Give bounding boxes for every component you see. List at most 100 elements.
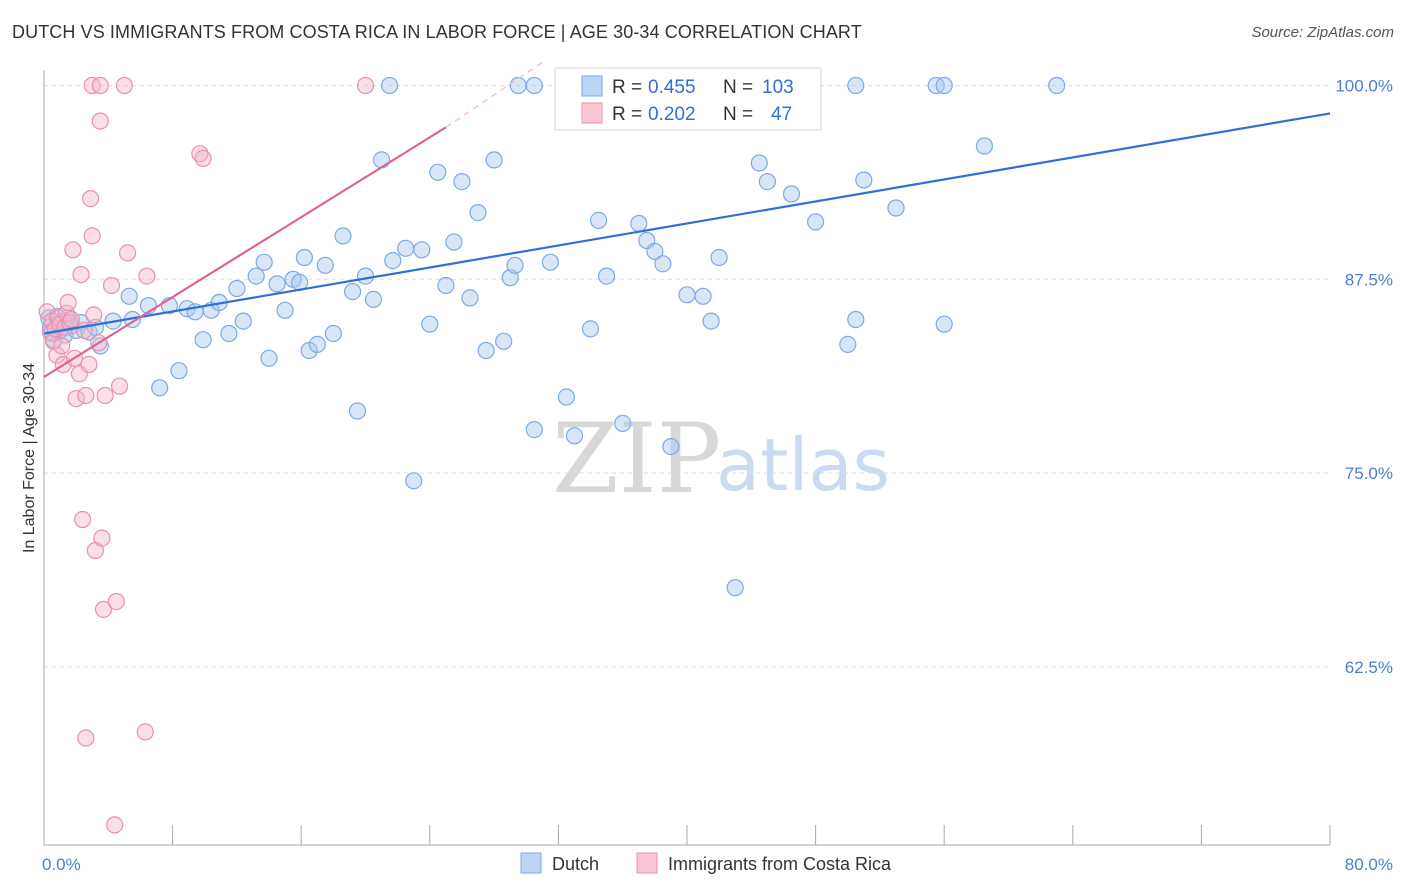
costa-rica-trend-extension (445, 61, 543, 128)
correlation-legend: R = 0.455 N = 103 R = 0.202 N = 47 (554, 67, 822, 131)
trend-lines (43, 61, 1331, 378)
costa-rica-point (49, 309, 68, 327)
dutch-point (120, 287, 138, 305)
dutch-point (268, 275, 286, 293)
dutch-point (758, 173, 777, 191)
dutch-point (935, 76, 953, 95)
dutch-point (525, 76, 543, 95)
dutch-points (40, 76, 1066, 597)
x-tick-label: 80.0% (1345, 855, 1393, 874)
dutch-point (847, 76, 865, 95)
dutch-point (151, 379, 169, 397)
source-label: Source: ZipAtlas.com (1251, 24, 1394, 41)
dutch-point (806, 213, 825, 231)
dutch-point (413, 241, 431, 259)
dutch-point (541, 253, 560, 271)
costa-rica-point (94, 600, 113, 619)
series-legend: Dutch Immigrants from Costa Rica (520, 852, 892, 874)
dutch-point (461, 289, 479, 307)
dutch-point (397, 239, 415, 257)
dutch-point (324, 324, 342, 343)
dutch-point (485, 151, 503, 169)
watermark-zip: ZIP (552, 403, 721, 515)
dutch-point (646, 242, 664, 260)
costa-rica-point (85, 306, 103, 324)
x-tick-labels: 0.0% 80.0% (42, 855, 1393, 874)
dutch-point (445, 233, 463, 251)
dutch-point (847, 310, 865, 329)
dutch-point (630, 214, 648, 233)
dutch-point (255, 253, 273, 271)
y-tick-labels: 100.0% 87.5% 75.0% 62.5% (1335, 77, 1393, 677)
legend-swatch-costa-rica (581, 102, 603, 124)
costa-rica-point (67, 390, 85, 408)
legend-r-label-costa-rica: R = (612, 104, 642, 125)
costa-rica-point (115, 76, 134, 95)
dutch-point (247, 267, 265, 285)
costa-rica-point (64, 241, 82, 259)
dutch-point (344, 283, 362, 301)
dutch-point (437, 276, 455, 295)
costa-rica-point (73, 510, 92, 529)
dutch-point (855, 171, 873, 189)
costa-rica-point (106, 816, 124, 834)
y-axis-label: In Labor Force | Age 30-34 (21, 363, 38, 553)
x-ticks (172, 825, 1331, 845)
dutch-point (702, 312, 720, 330)
dutch-point (887, 199, 905, 217)
dutch-point (581, 320, 600, 338)
legend-r-value-costa-rica: 0.202 (648, 104, 696, 125)
costa-rica-point (53, 337, 71, 355)
dutch-point (356, 267, 375, 285)
costa-rica-point (138, 267, 156, 285)
watermark-atlas: atlas (716, 423, 890, 507)
dutch-point (220, 324, 238, 343)
dutch-point (525, 421, 543, 439)
dutch-point (710, 248, 728, 267)
dutch-point (678, 286, 696, 304)
dutch-point (260, 349, 278, 367)
costa-rica-point (77, 386, 95, 405)
x-tick-label: 0.0% (42, 855, 81, 874)
dutch-point (662, 438, 680, 456)
costa-rica-point (194, 149, 212, 167)
legend-r-label-dutch: R = (612, 77, 642, 98)
dutch-point (614, 414, 632, 432)
dutch-point (381, 76, 399, 95)
dutch-point (421, 315, 439, 333)
dutch-point (276, 301, 294, 319)
costa-rica-point (91, 76, 109, 95)
dutch-point (506, 256, 524, 274)
dutch-point (654, 255, 672, 273)
costa-rica-point (48, 346, 66, 364)
costa-rica-point (96, 386, 114, 405)
costa-rica-point (80, 355, 98, 374)
costa-rica-point (91, 112, 109, 130)
dutch-point (750, 154, 768, 172)
legend-n-label-costa-rica: N = (723, 104, 753, 125)
legend-r-value-dutch: 0.455 (648, 77, 696, 98)
dutch-point (597, 267, 616, 285)
dutch-point (477, 341, 495, 360)
dutch-point (228, 279, 246, 298)
dutch-point (373, 151, 391, 169)
dutch-point (364, 290, 383, 308)
y-tick-label: 87.5% (1345, 270, 1393, 289)
dutch-point (453, 173, 471, 191)
dutch-point (726, 579, 744, 597)
dutch-point (935, 315, 953, 333)
dutch-point (565, 427, 584, 445)
dutch-point (194, 331, 212, 349)
dutch-point (694, 287, 712, 305)
costa-rica-point (83, 227, 101, 245)
dutch-point (316, 256, 334, 274)
dutch-point (495, 332, 513, 350)
dutch-point (295, 248, 313, 267)
dutch-point (509, 76, 527, 95)
dutch-point (1048, 76, 1066, 95)
dutch-point (839, 335, 857, 353)
dutch-point (469, 204, 487, 222)
costa-rica-point (191, 145, 209, 163)
y-tick-label: 75.0% (1345, 464, 1393, 483)
